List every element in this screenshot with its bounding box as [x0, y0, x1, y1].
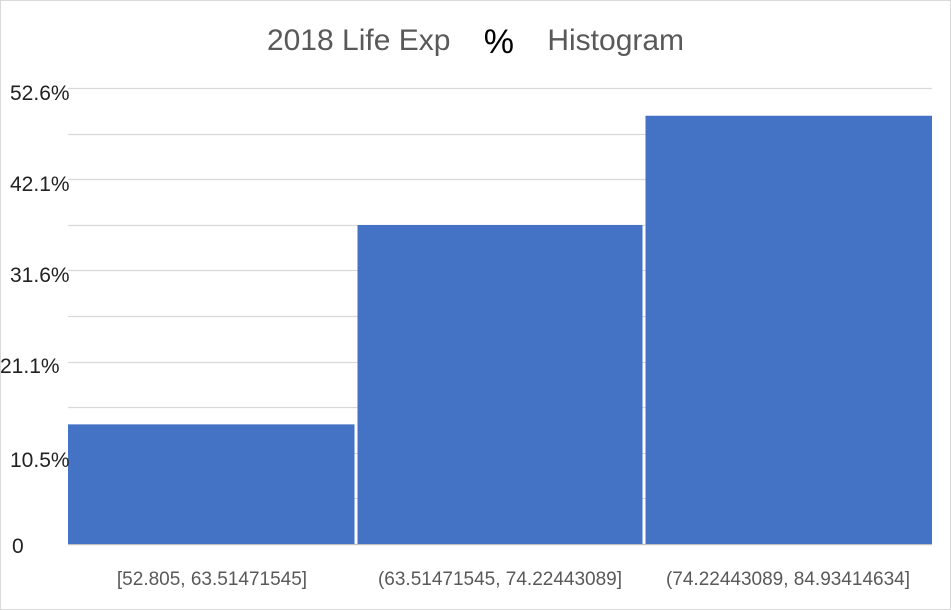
y-axis-tick-labels: 0 10.5% 21.1% 31.6% 42.1% 52.6%	[0, 82, 70, 558]
title-part-3: Histogram	[547, 24, 685, 57]
y-tick-label: 10.5%	[10, 449, 70, 472]
x-tick-label: [52.805, 63.51471545]	[117, 569, 307, 590]
y-tick-label: 31.6%	[10, 264, 70, 287]
bar-1	[68, 424, 355, 544]
title-part-1: 2018 Life Exp	[266, 24, 451, 57]
bar-layer	[68, 115, 932, 544]
y-tick-label: 0	[12, 535, 24, 558]
y-tick-label: 52.6%	[10, 82, 70, 105]
bar-2	[357, 224, 643, 544]
x-tick-label: (74.22443089, 84.93414634]	[666, 569, 910, 590]
chart-title: 2018 Life Exp % Histogram	[0, 20, 951, 61]
bar-3	[645, 115, 932, 544]
x-axis-tick-labels: [52.805, 63.51471545] (63.51471545, 74.22…	[117, 569, 910, 590]
x-tick-label: (63.51471545, 74.22443089]	[378, 569, 622, 590]
title-part-2: %	[483, 23, 514, 61]
y-tick-label: 42.1%	[10, 173, 70, 196]
y-tick-label: 21.1%	[0, 355, 60, 378]
